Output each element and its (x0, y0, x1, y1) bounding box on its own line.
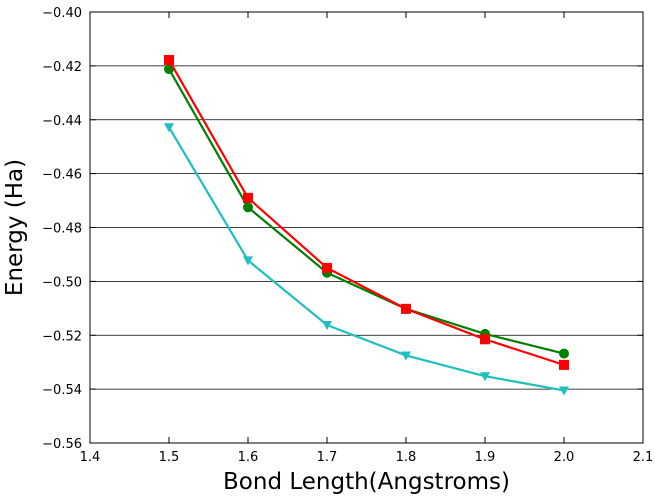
x-tick-label: 1.6 (238, 450, 259, 465)
x-tick-label: 1.8 (396, 450, 417, 465)
x-tick-label: 1.7 (317, 450, 338, 465)
x-tick-label: 1.9 (475, 450, 496, 465)
data-point (401, 303, 411, 314)
data-point (164, 123, 174, 133)
series-line (168, 126, 565, 392)
y-tick-label: −0.56 (42, 437, 82, 452)
y-axis-title: Energy (Ha) (2, 159, 28, 296)
data-point (243, 192, 253, 203)
series-1 (164, 64, 569, 359)
y-tick-label: −0.54 (42, 383, 82, 398)
data-point (322, 321, 332, 331)
data-point (243, 256, 253, 266)
data-point (401, 351, 411, 361)
x-axis-title: Bond Length(Angstroms) (223, 469, 510, 495)
data-point (480, 372, 490, 382)
y-tick-label: −0.42 (42, 60, 82, 75)
y-tick-label: −0.50 (42, 275, 82, 290)
y-tick-label: −0.52 (42, 329, 82, 344)
data-point (559, 386, 569, 396)
x-tick-label: 2.1 (633, 450, 654, 465)
y-tick-label: −0.46 (42, 168, 82, 183)
series-3 (164, 123, 569, 396)
data-point (559, 348, 569, 359)
data-point (559, 359, 569, 370)
y-tick-label: −0.40 (42, 6, 82, 21)
data-point (164, 54, 174, 65)
x-tick-label: 2.0 (554, 450, 575, 465)
x-tick-label: 1.5 (159, 450, 180, 465)
x-tick-label: 1.4 (80, 450, 101, 465)
series-line (168, 59, 565, 366)
y-tick-label: −0.44 (42, 114, 82, 129)
series-2 (164, 54, 569, 370)
series-line (168, 68, 565, 355)
data-point (322, 262, 332, 273)
y-tick-label: −0.48 (42, 222, 82, 237)
data-point (480, 334, 490, 345)
series-layer (164, 54, 569, 396)
data-point (243, 202, 253, 213)
axis-ticks: −0.40 −0.42 −0.44 −0.46 −0.48 −0.50 −0.52 −0.54… (42, 6, 653, 465)
